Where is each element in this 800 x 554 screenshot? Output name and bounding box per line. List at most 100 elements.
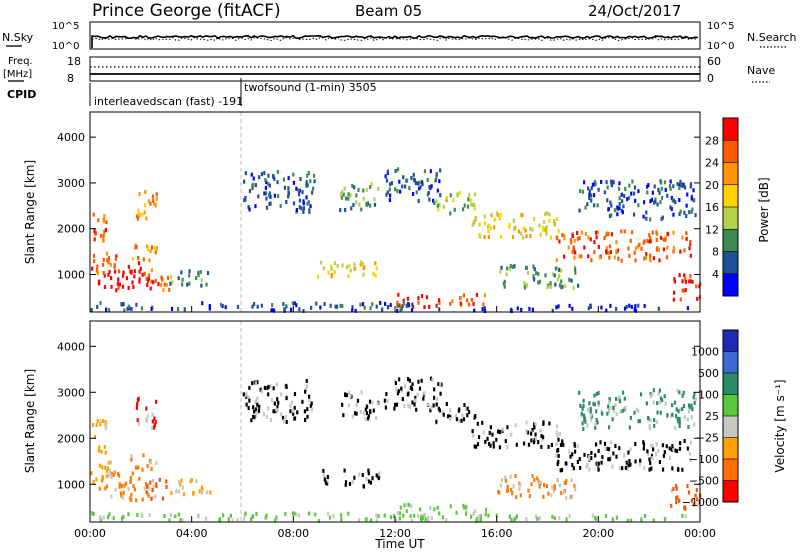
data-cell (528, 306, 531, 311)
colorbar-swatch (723, 459, 738, 481)
data-cell (369, 480, 373, 485)
data-cell (120, 483, 123, 488)
data-cell (658, 258, 661, 263)
data-cell (556, 462, 559, 467)
data-cell (545, 211, 549, 216)
data-cell (573, 255, 576, 260)
data-cell (155, 461, 158, 466)
data-cell (445, 402, 448, 407)
data-cell (285, 396, 288, 401)
data-cell (131, 280, 134, 285)
data-cell (613, 255, 616, 260)
data-cell (545, 484, 549, 489)
data-cell (91, 422, 95, 427)
data-cell (449, 414, 452, 419)
data-cell (130, 269, 133, 274)
data-cell (463, 402, 466, 407)
data-cell (131, 256, 134, 261)
data-cell (394, 402, 397, 407)
data-cell (435, 199, 438, 204)
data-cell (149, 460, 152, 465)
data-cell (410, 308, 414, 313)
data-cell (490, 213, 493, 218)
data-cell (678, 198, 681, 203)
data-cell (589, 417, 593, 422)
data-cell (472, 433, 475, 438)
data-cell (562, 490, 566, 495)
data-cell (107, 272, 110, 277)
data-cell (99, 233, 103, 238)
data-cell (410, 176, 413, 181)
data-cell (160, 275, 163, 280)
data-cell (102, 219, 106, 224)
data-cell (551, 485, 554, 490)
data-cell (692, 198, 695, 203)
data-cell (612, 451, 615, 456)
data-cell (482, 302, 485, 307)
data-cell (410, 386, 414, 391)
data-cell (564, 283, 567, 288)
data-cell (603, 441, 607, 446)
data-cell (412, 513, 416, 518)
data-cell (486, 224, 490, 229)
data-cell (679, 249, 682, 254)
data-cell (284, 512, 287, 517)
data-cell (104, 227, 108, 232)
data-cell (525, 283, 528, 288)
data-cell (593, 402, 596, 407)
data-cell (296, 410, 299, 415)
colorbar-swatch (723, 330, 738, 352)
data-cell (330, 272, 334, 277)
data-cell (143, 203, 147, 208)
data-cell (470, 297, 473, 302)
data-cell (327, 270, 330, 275)
data-cell (656, 202, 659, 207)
data-cell (517, 229, 521, 234)
data-cell (672, 198, 676, 203)
data-cell (686, 484, 689, 489)
data-cell (285, 419, 288, 424)
data-cell (535, 271, 538, 276)
data-cell (688, 451, 691, 456)
data-cell (617, 395, 621, 400)
colorbar-tick-label: 25 (705, 410, 719, 423)
data-cell (518, 486, 521, 491)
data-cell (317, 518, 321, 523)
data-cell (665, 444, 668, 449)
data-cell (661, 443, 665, 448)
data-cell (477, 435, 481, 440)
data-cell (348, 481, 352, 486)
data-cell (290, 307, 293, 312)
data-cell (432, 403, 435, 408)
data-cell (674, 448, 677, 453)
data-cell (571, 250, 574, 255)
data-cell (353, 411, 357, 416)
data-cell (142, 257, 145, 262)
data-cell (388, 198, 391, 203)
data-cell (462, 293, 466, 298)
data-cell (351, 480, 354, 485)
data-cell (428, 185, 431, 190)
data-cell (365, 187, 368, 192)
data-cell (374, 273, 377, 278)
data-cell (608, 396, 611, 401)
data-cell (642, 440, 645, 445)
data-cell (309, 403, 313, 408)
data-cell (310, 407, 314, 412)
data-cell (609, 179, 613, 184)
data-cell (260, 389, 263, 394)
data-cell (578, 254, 581, 259)
data-cell (468, 193, 471, 198)
data-cell (618, 181, 621, 186)
data-cell (630, 304, 633, 309)
data-cell (669, 179, 672, 184)
data-cell (668, 184, 671, 189)
data-cell (417, 513, 420, 518)
colorbar-swatch (723, 162, 738, 186)
data-cell (605, 308, 608, 313)
colorbar-tick-label: 24 (705, 157, 719, 170)
data-cell (374, 416, 378, 421)
data-cell (557, 304, 560, 309)
data-cell (550, 493, 553, 498)
data-cell (159, 282, 163, 287)
